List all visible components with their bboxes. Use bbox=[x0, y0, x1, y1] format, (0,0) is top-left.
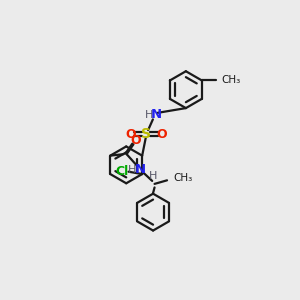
Text: CH₃: CH₃ bbox=[222, 76, 241, 85]
Text: N: N bbox=[135, 163, 146, 176]
Text: H: H bbox=[128, 165, 137, 175]
Text: Cl: Cl bbox=[115, 165, 129, 178]
Text: S: S bbox=[141, 127, 151, 141]
Text: O: O bbox=[156, 128, 166, 141]
Text: O: O bbox=[125, 128, 136, 141]
Text: CH₃: CH₃ bbox=[174, 173, 193, 183]
Text: H: H bbox=[145, 110, 153, 120]
Text: O: O bbox=[131, 134, 141, 147]
Text: H: H bbox=[148, 171, 157, 181]
Text: N: N bbox=[150, 107, 161, 121]
